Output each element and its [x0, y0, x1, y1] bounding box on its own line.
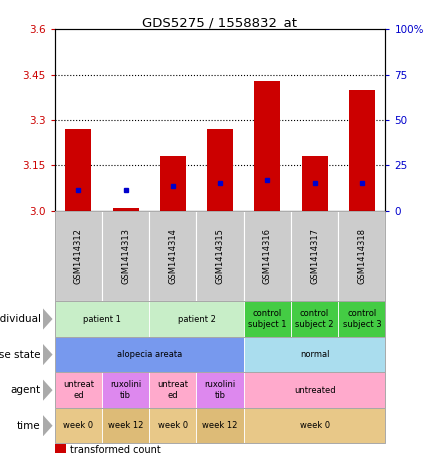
- Text: GSM1414316: GSM1414316: [263, 228, 272, 284]
- Bar: [349, 90, 375, 211]
- Text: GSM1414312: GSM1414312: [74, 228, 83, 284]
- Text: alopecia areata: alopecia areata: [117, 350, 182, 359]
- Text: week 12: week 12: [108, 421, 143, 430]
- Text: GSM1414315: GSM1414315: [215, 228, 225, 284]
- Text: GDS5275 / 1558832_at: GDS5275 / 1558832_at: [141, 16, 297, 29]
- Bar: [160, 156, 186, 211]
- Text: GSM1414313: GSM1414313: [121, 228, 130, 284]
- Text: normal: normal: [300, 350, 329, 359]
- Bar: [113, 207, 138, 211]
- Text: week 0: week 0: [300, 421, 330, 430]
- Bar: [302, 156, 328, 211]
- Bar: [291, 211, 338, 301]
- Bar: [338, 211, 385, 301]
- Bar: [207, 129, 233, 211]
- Text: control
subject 2: control subject 2: [295, 309, 334, 329]
- Text: week 0: week 0: [158, 421, 188, 430]
- Text: patient 2: patient 2: [177, 314, 215, 323]
- Text: time: time: [17, 421, 41, 431]
- Text: untreat
ed: untreat ed: [63, 381, 94, 400]
- Text: week 12: week 12: [202, 421, 238, 430]
- Bar: [65, 129, 92, 211]
- Bar: [149, 211, 197, 301]
- Polygon shape: [43, 415, 53, 436]
- Text: ruxolini
tib: ruxolini tib: [110, 381, 141, 400]
- Text: GSM1414317: GSM1414317: [310, 228, 319, 284]
- Text: patient 1: patient 1: [83, 314, 121, 323]
- Text: control
subject 3: control subject 3: [343, 309, 381, 329]
- Bar: [102, 211, 149, 301]
- Text: individual: individual: [0, 314, 41, 324]
- Text: untreat
ed: untreat ed: [157, 381, 188, 400]
- Bar: [197, 211, 244, 301]
- Bar: [55, 211, 102, 301]
- Bar: [244, 211, 291, 301]
- Text: GSM1414314: GSM1414314: [168, 228, 177, 284]
- Text: agent: agent: [11, 385, 41, 395]
- Bar: [254, 81, 280, 211]
- Text: transformed count: transformed count: [70, 445, 161, 453]
- Text: GSM1414318: GSM1414318: [357, 228, 366, 284]
- Polygon shape: [43, 344, 53, 365]
- Polygon shape: [43, 308, 53, 330]
- Text: untreated: untreated: [294, 386, 336, 395]
- Text: disease state: disease state: [0, 350, 41, 360]
- Text: week 0: week 0: [64, 421, 93, 430]
- Text: ruxolini
tib: ruxolini tib: [205, 381, 236, 400]
- Text: control
subject 1: control subject 1: [248, 309, 286, 329]
- Polygon shape: [43, 380, 53, 401]
